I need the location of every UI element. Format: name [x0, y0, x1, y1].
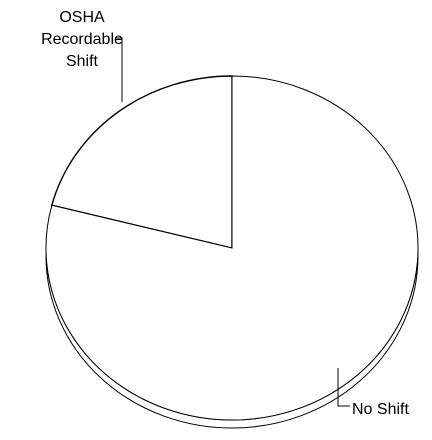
label-osha-line-3: Shift — [66, 53, 99, 70]
pie-top — [45, 75, 419, 421]
slice-top-0 — [50, 75, 233, 249]
label-no-shift: No Shift — [352, 401, 409, 418]
label-osha-line-2: Recordable — [41, 31, 123, 48]
leader-no-shift — [337, 368, 350, 407]
leader-lines — [116, 37, 350, 407]
pie-labels: OSHA Recordable Shift No Shift — [41, 9, 409, 418]
leader-osha — [116, 37, 123, 102]
label-osha-line-1: OSHA — [59, 9, 105, 26]
slice-top-1 — [45, 75, 419, 421]
